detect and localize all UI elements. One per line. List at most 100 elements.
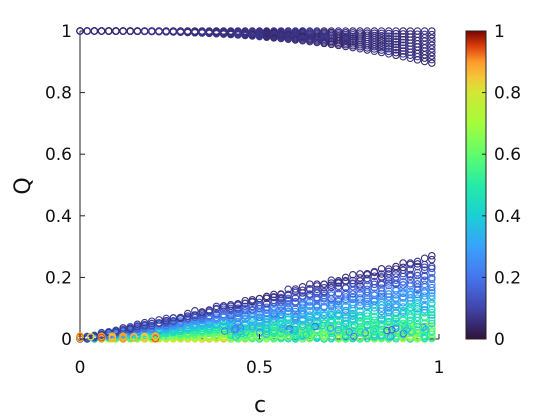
data-point (234, 300, 242, 308)
data-point (370, 313, 379, 321)
data-point (420, 300, 429, 309)
data-point (428, 322, 436, 330)
data-point (420, 280, 429, 289)
data-point (399, 285, 407, 293)
data-point (428, 52, 436, 60)
data-point (384, 37, 393, 45)
data-point (191, 307, 199, 315)
data-point (205, 317, 213, 326)
data-point (277, 34, 285, 43)
x-tick-label: 0 (75, 358, 86, 378)
data-point (326, 324, 335, 333)
data-point (399, 50, 407, 58)
data-point (420, 305, 429, 314)
data-point (377, 297, 386, 306)
data-point (370, 289, 379, 297)
data-point (377, 284, 386, 292)
data-point (428, 273, 436, 282)
data-point (413, 262, 422, 271)
data-point (277, 310, 285, 318)
data-point (428, 48, 436, 57)
data-point (231, 333, 240, 341)
colorbar-ticks: 0 0.2 0.4 0.6 0.8 1 (482, 22, 521, 350)
colorbar-tick-label: 0.2 (494, 268, 521, 288)
data-point (399, 310, 407, 318)
data-point (291, 307, 300, 316)
data-point (334, 282, 343, 291)
data-point (349, 271, 357, 279)
data-point (155, 316, 163, 324)
data-point (262, 292, 271, 301)
data-point (363, 274, 371, 283)
data-point (356, 289, 364, 298)
data-point (262, 330, 270, 339)
data-point (271, 322, 280, 330)
data-point (363, 41, 371, 50)
data-point (262, 33, 271, 41)
data-point (384, 277, 393, 285)
data-point (261, 325, 270, 333)
data-point (291, 297, 300, 306)
data-point (349, 298, 357, 307)
data-point (420, 263, 429, 272)
data-point (406, 332, 415, 340)
data-point (90, 27, 99, 35)
y-tick-label: 0 (61, 330, 72, 350)
colorbar-tick-label: 0.4 (494, 207, 521, 227)
data-point (363, 309, 371, 317)
data-point (278, 325, 286, 333)
data-point (420, 271, 429, 280)
data-point (370, 267, 379, 276)
data-point (291, 312, 300, 321)
colorbar-tick-label: 0.8 (494, 84, 521, 104)
data-point (298, 286, 307, 295)
data-point (377, 272, 386, 281)
data-point (349, 309, 357, 318)
data-point (406, 54, 415, 63)
data-point (248, 295, 257, 304)
data-point (406, 300, 415, 308)
data-point (350, 332, 358, 341)
data-point (205, 312, 213, 320)
data-point (334, 300, 343, 308)
data-point (420, 266, 429, 274)
data-point (384, 47, 393, 56)
data-point (399, 306, 407, 315)
data-point (155, 27, 163, 36)
data-point (370, 280, 379, 289)
data-point (428, 283, 436, 292)
data-point (306, 315, 314, 324)
data-point (277, 302, 285, 310)
data-point (413, 290, 422, 299)
data-point (313, 293, 321, 302)
data-point (392, 273, 400, 281)
data-point (227, 316, 235, 325)
data-point (270, 307, 278, 315)
data-point (384, 42, 393, 51)
data-point (262, 334, 271, 343)
data-point (409, 321, 417, 329)
data-point (413, 285, 422, 294)
data-point (399, 53, 407, 61)
data-point (377, 292, 386, 301)
data-point (420, 54, 429, 62)
data-point (349, 279, 357, 287)
y-tick-label: 1 (61, 22, 72, 42)
data-point (384, 270, 393, 278)
data-point (87, 332, 95, 341)
data-point (349, 300, 357, 309)
data-point (377, 46, 386, 54)
data-point (327, 281, 336, 289)
data-point (119, 333, 127, 341)
data-point (169, 28, 178, 36)
data-point (191, 28, 199, 37)
data-point (291, 285, 300, 293)
data-point (356, 307, 364, 316)
data-point (371, 326, 379, 334)
data-point (420, 276, 429, 284)
data-point (370, 47, 379, 55)
data-point (384, 293, 393, 301)
data-point (413, 276, 422, 284)
data-point (370, 45, 379, 53)
